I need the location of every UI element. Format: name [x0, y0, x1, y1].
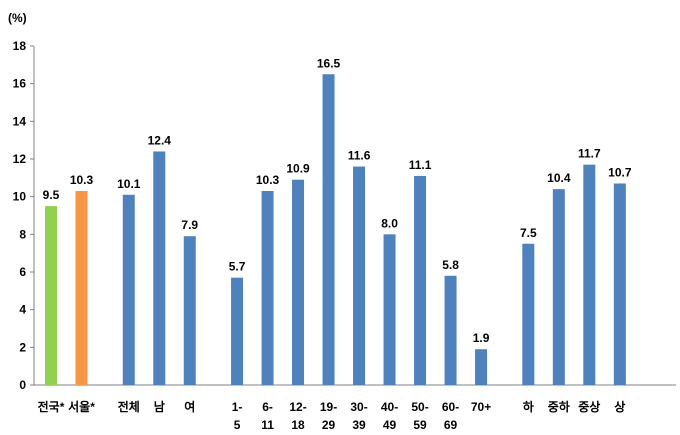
x-category-label: 11	[261, 418, 274, 432]
bar-value-label: 10.3	[70, 173, 94, 187]
bar-value-label: 10.1	[117, 177, 141, 191]
bar	[183, 236, 196, 385]
bar	[475, 349, 488, 385]
bar-value-label: 1.9	[473, 331, 490, 345]
x-category-label: 29	[322, 418, 336, 432]
bar-value-label: 10.4	[547, 171, 571, 185]
x-category-label: 서울*	[68, 399, 95, 414]
x-category-label: 69	[444, 418, 458, 432]
value-labels: 9.5 10.3 10.1 12.4 7.9 5.7 10.3 10.9 16.5 11.6 8.0…	[43, 56, 632, 345]
x-category-label: 전국*	[38, 399, 65, 414]
bar	[522, 243, 535, 385]
y-axis: 0 2 4 6 8 10 12 14 16 18	[13, 39, 35, 392]
bar	[613, 183, 626, 385]
bar	[583, 164, 596, 385]
bar	[292, 179, 305, 385]
y-tick-label: 2	[19, 340, 26, 354]
bar-value-label: 9.5	[43, 188, 60, 202]
bar-value-label: 11.1	[409, 158, 432, 172]
bar	[75, 191, 88, 385]
x-category-label: 30-	[350, 400, 367, 414]
x-category-label: 50-	[411, 400, 428, 414]
x-category-label: 18	[291, 418, 305, 432]
x-category-label: 중상	[578, 399, 600, 414]
y-tick-label: 10	[13, 190, 27, 204]
y-tick-label: 8	[19, 227, 26, 241]
x-category-label: 여	[184, 399, 195, 414]
bar-value-label: 10.3	[256, 173, 280, 187]
bar	[322, 74, 335, 385]
y-tick-label: 16	[13, 77, 27, 91]
y-tick-label: 4	[19, 303, 26, 317]
bar-value-label: 8.0	[381, 216, 398, 230]
x-category-label: 39	[352, 418, 366, 432]
bar-value-label: 11.7	[578, 147, 601, 161]
bar-value-label: 10.9	[286, 162, 310, 176]
bar	[353, 166, 366, 385]
bars	[45, 74, 626, 385]
bar	[122, 194, 135, 385]
bar	[552, 189, 565, 385]
x-category-label: 40-	[381, 400, 398, 414]
bar	[383, 234, 396, 385]
y-tick-label: 14	[13, 114, 27, 128]
x-category-label: 전체	[118, 399, 140, 414]
x-category-label: 중하	[548, 399, 570, 414]
x-category-label: 하	[523, 399, 534, 414]
bar-value-label: 10.7	[608, 165, 632, 179]
y-tick-label: 6	[19, 265, 26, 279]
bar	[45, 206, 57, 385]
bar-value-label: 11.6	[348, 149, 371, 163]
bar-value-label: 16.5	[317, 56, 341, 70]
bar	[414, 175, 427, 385]
bar	[261, 191, 274, 385]
x-category-label: 1-	[232, 400, 243, 414]
x-category-label: 49	[383, 418, 397, 432]
x-category-label: 상	[614, 399, 625, 414]
x-category-label: 5	[234, 418, 241, 432]
y-tick-label: 0	[19, 378, 26, 392]
y-tick-label: 12	[13, 152, 27, 166]
x-category-label: 12-	[289, 400, 306, 414]
x-category-label: 6-	[262, 400, 273, 414]
bar-value-label: 5.8	[442, 258, 459, 272]
x-category-label: 60-	[442, 400, 459, 414]
bar	[153, 151, 166, 385]
bar-value-label: 7.5	[520, 226, 537, 240]
y-tick-label: 18	[13, 39, 27, 53]
y-axis-unit-label: (%)	[8, 11, 27, 25]
x-category-label: 59	[413, 418, 427, 432]
x-category-label: 19-	[320, 400, 337, 414]
category-labels: 전국* 서울* 전체 남 여 1- 5 6- 11 12- 18 19- 29 30- 39 40- 49 50-…	[38, 399, 626, 432]
x-category-label: 70+	[471, 400, 491, 414]
bar	[444, 275, 457, 385]
bar-value-label: 12.4	[148, 133, 172, 147]
bar	[231, 277, 244, 385]
bar-value-label: 7.9	[181, 218, 198, 232]
bar-value-label: 5.7	[229, 260, 246, 274]
x-category-label: 남	[154, 399, 165, 414]
